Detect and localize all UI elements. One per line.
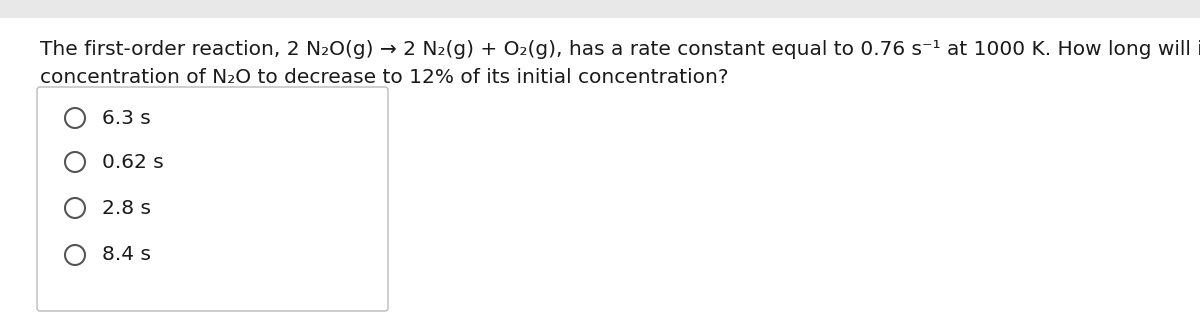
- Bar: [0, 0, 1200, 18]
- Circle shape: [65, 152, 85, 172]
- Circle shape: [65, 245, 85, 265]
- Circle shape: [65, 198, 85, 218]
- Circle shape: [65, 108, 85, 128]
- Text: 2.8 s: 2.8 s: [102, 198, 151, 217]
- Text: 8.4 s: 8.4 s: [102, 245, 151, 264]
- Text: 0.62 s: 0.62 s: [102, 153, 163, 172]
- FancyBboxPatch shape: [37, 87, 388, 311]
- Text: concentration of N₂O to decrease to 12% of its initial concentration?: concentration of N₂O to decrease to 12% …: [40, 68, 728, 87]
- Text: The first-order reaction, 2 N₂O(g) → 2 N₂(g) + O₂(g), has a rate constant equal : The first-order reaction, 2 N₂O(g) → 2 N…: [40, 40, 1200, 59]
- Text: 6.3 s: 6.3 s: [102, 109, 151, 128]
